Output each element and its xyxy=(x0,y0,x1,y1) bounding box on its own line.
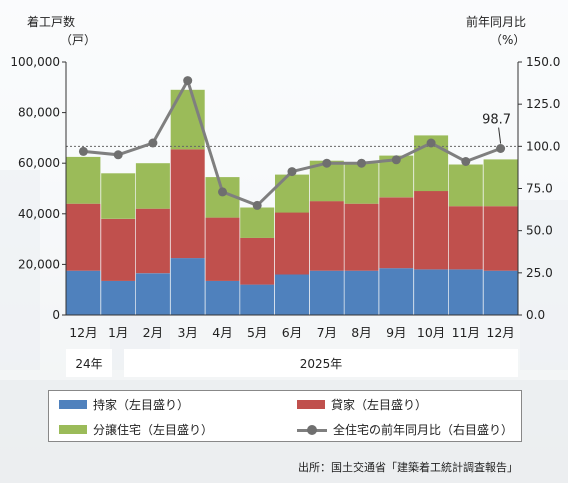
left-axis-tick-label: 20,000 xyxy=(18,257,60,271)
legend-item-owner: 持家（左目盛り） xyxy=(59,396,189,413)
bar-owner xyxy=(448,269,483,315)
bar-rental xyxy=(414,191,449,270)
bar-for-sale xyxy=(344,163,379,204)
bar-for-sale xyxy=(448,164,483,207)
yoy-point xyxy=(287,167,297,177)
bar-owner xyxy=(379,268,414,315)
yoy-point xyxy=(148,138,158,148)
yoy-point xyxy=(461,157,471,166)
x-axis-tick-label: 6月 xyxy=(282,325,302,340)
x-axis-tick-label: 9月 xyxy=(386,325,406,340)
legend-label-yoy: 全住宅の前年同月比（右目盛り） xyxy=(333,423,514,437)
yoy-point xyxy=(391,155,401,165)
bar-rental xyxy=(170,149,205,259)
right-axis-tick-label: 50.0 xyxy=(526,224,553,238)
bar-owner xyxy=(66,270,101,315)
bar-for-sale xyxy=(240,207,275,238)
legend-label-owner: 持家（左目盛り） xyxy=(93,398,190,412)
legend-item-rental: 貸家（左目盛り） xyxy=(297,396,427,413)
bar-owner xyxy=(309,270,344,315)
legend-label-rental: 貸家（左目盛り） xyxy=(331,398,428,412)
bar-rental xyxy=(344,203,379,271)
bar-for-sale xyxy=(66,156,101,204)
right-axis-unit: （%） xyxy=(490,33,526,47)
annotation-label: 98.7 xyxy=(482,113,511,128)
legend-swatch-yoy xyxy=(297,424,327,436)
bar-rental xyxy=(448,206,483,270)
bar-owner xyxy=(483,270,518,315)
right-axis-title: 前年同月比 xyxy=(466,15,527,29)
yoy-point xyxy=(496,144,506,153)
bar-rental xyxy=(483,206,518,271)
bar-rental xyxy=(240,237,275,285)
right-axis-tick-label: 75.0 xyxy=(526,182,553,196)
x-axis-tick-label: 1月 xyxy=(108,325,128,340)
bars-layer xyxy=(66,89,518,315)
x-axis-tick-label: 5月 xyxy=(247,325,267,340)
legend-swatch-owner xyxy=(59,400,87,409)
x-axis-tick-label: 3月 xyxy=(177,325,197,340)
bar-for-sale xyxy=(483,159,518,207)
right-axis-tick-label: 25.0 xyxy=(526,266,553,280)
bar-rental xyxy=(379,197,414,269)
bar-owner xyxy=(344,270,379,315)
bar-for-sale xyxy=(135,163,170,209)
annotation-leader xyxy=(498,127,502,144)
bar-owner xyxy=(170,258,205,315)
yoy-point xyxy=(183,76,193,86)
yoy-line-layer: 98.7 xyxy=(78,76,511,210)
x-axis-tick-label: 4月 xyxy=(212,325,232,340)
legend-label-for-sale: 分譲住宅（左目盛り） xyxy=(93,423,214,437)
left-axis-unit: （戸） xyxy=(60,33,97,47)
legend: 持家（左目盛り） 貸家（左目盛り） 分譲住宅（左目盛り） 全住宅の前年同月比（右… xyxy=(48,390,522,442)
left-axis-tick-label: 0 xyxy=(52,308,60,322)
bar-owner xyxy=(275,274,309,315)
bar-rental xyxy=(135,208,170,274)
yoy-point xyxy=(252,200,262,210)
source-note: 出所：国土交通省「建築着工統計調査報告」 xyxy=(298,461,518,474)
yoy-point xyxy=(78,146,88,156)
legend-swatch-rental xyxy=(297,400,325,409)
bar-rental xyxy=(101,218,136,281)
right-axis-tick-label: 125.0 xyxy=(526,97,560,111)
x-axis-tick-label: 7月 xyxy=(317,325,337,340)
bar-rental xyxy=(275,212,309,275)
right-axis-tick-label: 0.0 xyxy=(526,308,545,322)
year-group-2025: 2025年 xyxy=(124,349,518,377)
x-axis-tick-label: 10月 xyxy=(417,325,445,340)
yoy-point xyxy=(426,138,436,148)
left-axis-tick-label: 60,000 xyxy=(18,156,60,170)
legend-item-for-sale: 分譲住宅（左目盛り） xyxy=(59,421,213,438)
bar-rental xyxy=(309,201,344,271)
left-axis-tick-label: 40,000 xyxy=(18,207,60,221)
x-axis-tick-label: 8月 xyxy=(351,325,371,340)
x-axis-tick-label: 12月 xyxy=(486,325,514,340)
left-axis-tick-label: 100,000 xyxy=(10,55,60,69)
bar-owner xyxy=(135,273,170,315)
right-axis-tick-label: 150.0 xyxy=(526,55,560,69)
bar-owner xyxy=(205,280,240,315)
legend-item-yoy: 全住宅の前年同月比（右目盛り） xyxy=(297,421,513,438)
bar-rental xyxy=(66,203,101,271)
bar-for-sale xyxy=(275,174,309,213)
bar-owner xyxy=(414,269,449,315)
bar-owner xyxy=(101,280,136,315)
yoy-point xyxy=(322,158,332,168)
yoy-point xyxy=(113,150,123,160)
bar-rental xyxy=(205,217,240,281)
year-group-2024: 24年 xyxy=(66,349,112,377)
yoy-point xyxy=(218,187,227,197)
left-axis-tick-label: 80,000 xyxy=(18,106,60,120)
bar-for-sale xyxy=(101,173,136,219)
x-axis-tick-label: 2月 xyxy=(143,325,163,340)
x-axis-tick-label: 11月 xyxy=(452,325,480,340)
bar-owner xyxy=(240,284,275,315)
yoy-point xyxy=(357,158,366,168)
left-axis-title: 着工戸数 xyxy=(27,15,76,29)
legend-swatch-for-sale xyxy=(59,425,87,434)
x-axis-tick-label: 12月 xyxy=(69,325,97,340)
right-axis-tick-label: 100.0 xyxy=(526,139,560,153)
axes-layer: 0 20,000 40,000 60,000 80,000 100,000 0.0 25.0 5… xyxy=(10,55,560,340)
